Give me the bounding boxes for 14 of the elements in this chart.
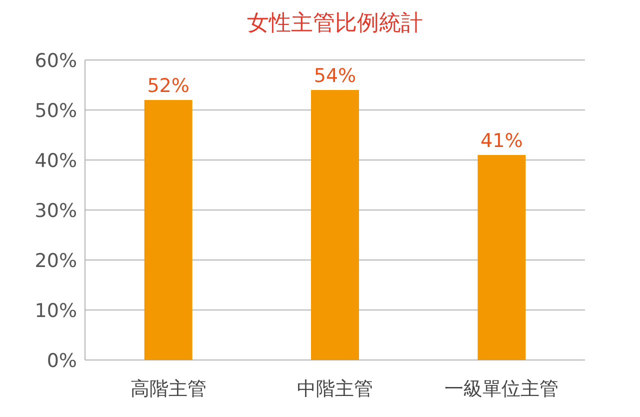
chart-title: 女性主管比例統計 xyxy=(247,11,423,36)
y-tick-label: 10% xyxy=(34,300,77,322)
y-tick-label: 20% xyxy=(34,250,77,272)
y-tick-label: 40% xyxy=(34,150,77,172)
y-tick-label: 60% xyxy=(34,50,77,72)
y-tick-label: 0% xyxy=(46,350,77,372)
data-label: 41% xyxy=(480,130,523,152)
y-tick-label: 30% xyxy=(34,200,77,222)
x-tick-label: 高階主管 xyxy=(130,378,206,400)
y-tick-label: 50% xyxy=(34,100,77,122)
data-label: 52% xyxy=(147,75,190,97)
data-label: 54% xyxy=(314,65,356,87)
x-tick-label: 中階主管 xyxy=(297,378,373,400)
x-tick-label: 一級單位主管 xyxy=(444,378,559,400)
